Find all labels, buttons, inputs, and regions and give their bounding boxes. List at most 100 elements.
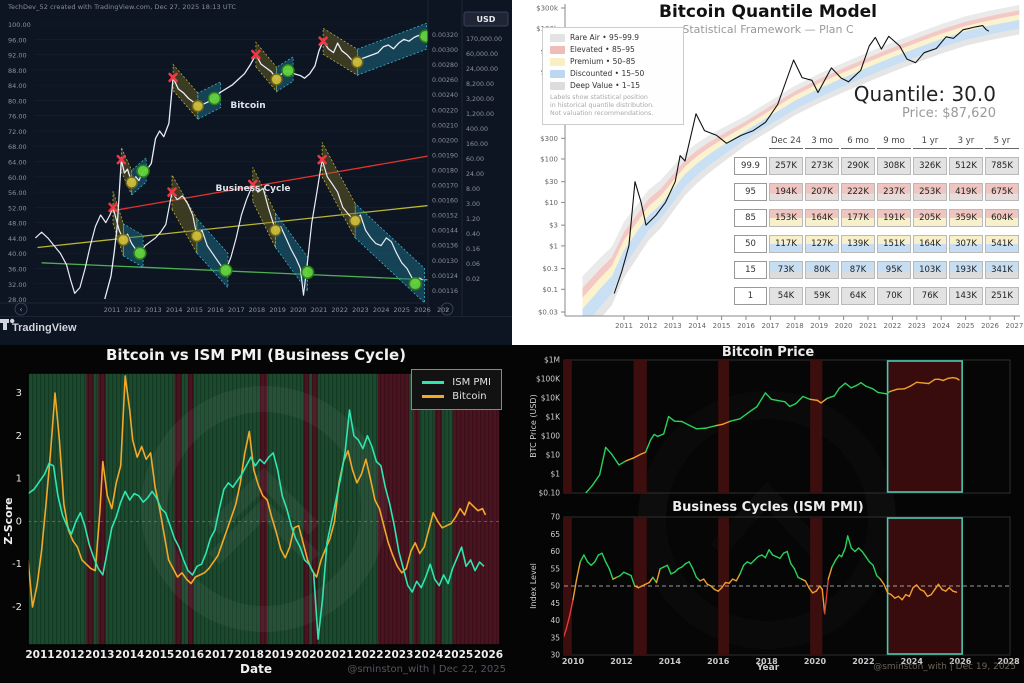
svg-text:160.00: 160.00 — [466, 141, 488, 148]
legend-item: Bitcoin — [422, 391, 491, 402]
svg-text:2016: 2016 — [737, 322, 755, 330]
table-column-header: 3 yr — [949, 136, 983, 149]
svg-text:-2: -2 — [12, 602, 22, 613]
svg-text:2015: 2015 — [145, 649, 174, 661]
table-cell: 257K — [769, 157, 803, 175]
svg-text:0.00144: 0.00144 — [432, 228, 458, 235]
table-column-header: 1 yr — [913, 136, 947, 149]
legend-swatch — [550, 57, 565, 66]
svg-text:3,200.00: 3,200.00 — [466, 96, 494, 103]
table-cell: 326K — [913, 157, 947, 175]
svg-text:8.00: 8.00 — [466, 186, 480, 193]
usd-axis-button[interactable] — [463, 11, 509, 27]
legend-line-swatch — [422, 395, 445, 398]
svg-text:0.00320: 0.00320 — [432, 32, 458, 39]
svg-text:40.00: 40.00 — [8, 250, 27, 258]
tradingview-logo[interactable]: TradingView — [0, 318, 77, 334]
svg-text:$1: $1 — [550, 470, 560, 479]
svg-text:2013: 2013 — [85, 649, 114, 661]
table-cell: 54K — [769, 287, 803, 305]
btc-ism-footer-credit: @sminston_with | Dec 19, 2025 — [873, 662, 1016, 672]
table-cell: 194K — [769, 183, 803, 201]
svg-text:2023: 2023 — [352, 306, 369, 314]
svg-text:2018: 2018 — [786, 322, 804, 330]
zscore-footer-credit: @sminston_with | Dec 22, 2025 — [347, 664, 506, 675]
tradingview-watermark: TechDev_52 created with TradingView.com,… — [8, 3, 237, 11]
svg-text:2021: 2021 — [311, 306, 328, 314]
svg-text:$10: $10 — [545, 199, 558, 207]
svg-text:0.00130: 0.00130 — [432, 258, 458, 265]
svg-text:0.00124: 0.00124 — [432, 273, 458, 280]
svg-text:72.00: 72.00 — [8, 128, 27, 136]
btc-price-ism-panel: $1M $100K $10K $1K $100 $10 $1 $0.10 BTC Price (… — [512, 345, 1024, 683]
table-cell: 73K — [769, 261, 803, 279]
table-row-quantile-label: 99.9 — [734, 157, 767, 175]
svg-text:2020: 2020 — [804, 657, 827, 666]
table-cell: 785K — [985, 157, 1019, 175]
svg-text:2012: 2012 — [55, 649, 84, 661]
svg-text:60.00: 60.00 — [8, 174, 27, 182]
legend-swatch — [550, 33, 565, 42]
svg-text:2019: 2019 — [810, 322, 828, 330]
tradingview-chart-panel: TechDev_52 created with TradingView.com,… — [0, 0, 512, 345]
svg-text:24.00: 24.00 — [466, 171, 484, 178]
svg-text:400.00: 400.00 — [466, 126, 488, 133]
table-cell: 80K — [805, 261, 839, 279]
svg-text:3: 3 — [16, 388, 22, 399]
svg-text:45: 45 — [550, 599, 560, 608]
svg-text:2012: 2012 — [610, 657, 632, 666]
svg-text:$30: $30 — [545, 178, 558, 186]
axis-scroll-button[interactable]: › — [440, 302, 454, 316]
svg-text:$10K: $10K — [541, 394, 561, 403]
svg-text:0: 0 — [16, 516, 22, 527]
svg-text:100.00: 100.00 — [8, 21, 31, 29]
svg-text:2021: 2021 — [859, 322, 877, 330]
svg-text:56.00: 56.00 — [8, 189, 27, 197]
svg-text:2023: 2023 — [908, 322, 926, 330]
svg-text:64.00: 64.00 — [8, 159, 27, 167]
table-cell: 308K — [877, 157, 911, 175]
table-cell: 76K — [913, 287, 947, 305]
svg-text:52.00: 52.00 — [8, 204, 27, 212]
quantile-projection-table: Dec 24 3 mo 6 mo 9 mo 1 yr 3 yr 5 yr 99.9 257K 27… — [734, 136, 1019, 305]
svg-text:2018: 2018 — [249, 306, 266, 314]
table-cell: 307K — [949, 235, 983, 253]
svg-text:0.00170: 0.00170 — [432, 183, 458, 190]
legend-label: Elevated • 85–95 — [570, 45, 635, 54]
svg-text:1: 1 — [16, 474, 22, 485]
svg-text:Bitcoin: Bitcoin — [230, 101, 265, 111]
table-cell: 139K — [841, 235, 875, 253]
table-cell: 222K — [841, 183, 875, 201]
legend-item: ISM PMI — [422, 377, 491, 388]
table-cell: 177K — [841, 209, 875, 227]
svg-text:84.00: 84.00 — [8, 82, 27, 90]
table-cell: 59K — [805, 287, 839, 305]
year-xlabel: Year — [756, 663, 780, 673]
table-cell: 341K — [985, 261, 1019, 279]
svg-text:$0.10: $0.10 — [539, 489, 561, 498]
svg-text:2016: 2016 — [207, 306, 224, 314]
table-column-header: 9 mo — [877, 136, 911, 149]
svg-text:$0.3: $0.3 — [542, 265, 558, 273]
axis-scroll-button[interactable]: ‹ — [14, 302, 28, 316]
table-cell: 164K — [913, 235, 947, 253]
svg-text:35: 35 — [550, 633, 560, 642]
svg-text:0.02: 0.02 — [466, 276, 480, 283]
table-cell: 253K — [913, 183, 947, 201]
svg-text:2022: 2022 — [331, 306, 348, 314]
quantile-legend: Rare Air • 95–99.9 Elevated • 85–95 Premiu… — [542, 27, 684, 125]
svg-text:$10: $10 — [546, 451, 561, 460]
svg-text:BTC Price (USD): BTC Price (USD) — [529, 394, 538, 457]
svg-text:76.00: 76.00 — [8, 113, 27, 121]
svg-text:32.00: 32.00 — [8, 281, 27, 289]
svg-text:2025: 2025 — [957, 322, 975, 330]
svg-text:2014: 2014 — [659, 657, 682, 666]
btc-ism-chart-canvas: $1M $100K $10K $1K $100 $10 $1 $0.10 BTC Price (… — [529, 356, 1020, 667]
svg-text:0.00190: 0.00190 — [432, 152, 458, 159]
svg-text:2011: 2011 — [25, 649, 54, 661]
svg-text:1.20: 1.20 — [466, 216, 480, 223]
svg-text:2013: 2013 — [145, 306, 162, 314]
quantile-value-text: Quantile: 30.0 — [853, 82, 996, 106]
svg-text:$1K: $1K — [546, 413, 562, 422]
svg-text:0.00300: 0.00300 — [432, 47, 458, 54]
